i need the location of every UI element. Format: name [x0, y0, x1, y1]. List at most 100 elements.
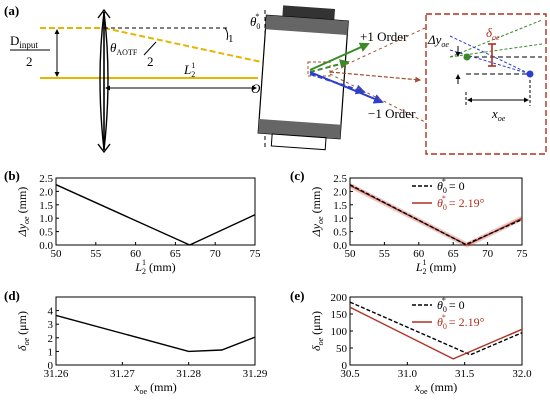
x-axis-label: L21 (mm)	[134, 258, 175, 276]
series-glow	[348, 183, 524, 248]
y-tick-label: 1.5	[39, 200, 53, 212]
y-axis-label: Δyoe (mm)	[309, 187, 325, 238]
y-tick-label: 200	[331, 292, 348, 304]
y-tick-label: 1.0	[39, 213, 53, 225]
x-tick-label: 50	[345, 248, 357, 260]
y-axis-label: δoe (μm)	[15, 311, 31, 351]
minus-order-label: −1 Order	[368, 106, 416, 121]
panel-c-chart: (c) 50 55 60 65 70 75 0.00.5 1.01.5 2.02.5 L21 (m…	[290, 168, 528, 276]
y-tick-label: 2.5	[333, 173, 347, 185]
plot-frame	[349, 177, 523, 246]
panel-a-diagram: (a) Dinput 2 θAOTF 2 1 L21	[4, 3, 547, 155]
crystal-top-electrode	[265, 15, 349, 35]
x-tick-label: 32.0	[512, 368, 532, 380]
plot-frame	[349, 296, 523, 366]
x-tick-label: 31.29	[243, 368, 268, 380]
inset-frame	[425, 13, 547, 155]
series-line-1	[349, 301, 523, 356]
inset-green-line-2	[449, 43, 543, 58]
theta-arc	[224, 27, 229, 41]
x-axis-label: xoe (mm)	[414, 380, 458, 396]
y-tick-label: 1.5	[333, 200, 347, 212]
series-line-2	[349, 306, 523, 360]
theta-aotf-denominator: 2	[147, 54, 154, 69]
lens-bottom-tip	[97, 143, 111, 154]
x-tick-label: 55	[379, 248, 391, 260]
panel-label-d: (d)	[4, 288, 20, 303]
y-tick-label: 0	[48, 360, 54, 372]
y-axis-label: δoe (μm)	[309, 311, 325, 351]
y-tick-label: 0	[342, 360, 348, 372]
x-tick-label: 65	[448, 248, 460, 260]
zero-order-ray	[329, 71, 422, 83]
d-input-label: Dinput	[10, 33, 38, 50]
crystal-bottom-cap	[270, 133, 327, 151]
plot-frame	[55, 296, 256, 366]
x-axis-label: xoe (mm)	[133, 380, 177, 396]
x-tick-label: 70	[482, 248, 494, 260]
theta-aotf-slash	[143, 41, 157, 56]
y-tick-label: 0.5	[39, 227, 53, 239]
inset-x-label: xoe	[491, 106, 506, 123]
y-tick-label: 2.5	[39, 173, 53, 185]
legend-entry: θ0* = 0	[437, 296, 465, 314]
legend-entry: θ0* = 2.19°	[437, 313, 485, 331]
plus-order-label: +1 Order	[360, 29, 408, 44]
y-tick-label: 100	[331, 326, 348, 338]
x-tick-label: 75	[250, 248, 262, 260]
x-tick-label: 31.28	[176, 368, 201, 380]
inset-delta-label: δoe	[486, 25, 500, 42]
inset-blue-dot	[526, 70, 534, 78]
y-tick-label: 2	[48, 333, 54, 345]
panel-d-chart: (d) 31.26 31.27 31.28 31.29 0 12 34 xoe (mm) δoe…	[4, 288, 268, 396]
panel-label-a: (a)	[4, 3, 19, 18]
y-tick-label: 1.0	[333, 213, 347, 225]
aotf-crystal	[257, 5, 349, 151]
series-line-1	[349, 184, 523, 246]
minus-order-ray-dashed	[309, 73, 366, 95]
y-tick-label: 2.0	[39, 186, 53, 198]
x-tick-label: 65	[170, 248, 182, 260]
x-tick-label: 75	[517, 248, 529, 260]
theta-aotf-label: θAOTF	[110, 40, 138, 57]
plus-order-ray	[309, 42, 370, 71]
plot-frame	[55, 177, 256, 246]
y-tick-label: 1	[48, 346, 54, 358]
l2-label: L21	[183, 61, 195, 79]
d-input-denominator: 2	[26, 54, 33, 69]
x-tick-label: 31.26	[44, 368, 69, 380]
series-line-1	[55, 314, 256, 353]
lens-top-tip	[97, 8, 111, 19]
x-tick-label: 31.27	[110, 368, 135, 380]
series-line-1	[55, 184, 256, 246]
legend-entry: θ0* = 2.19°	[437, 194, 485, 212]
panel-label-b: (b)	[4, 168, 20, 183]
x-tick-label: 60	[413, 248, 425, 260]
y-axis-label: Δyoe (mm)	[15, 187, 31, 238]
origin-label: O	[251, 81, 261, 96]
legend-entry: θ0* = 0	[437, 177, 465, 195]
panel-label-c: (c)	[290, 168, 304, 183]
inset-green-line-1	[449, 19, 543, 58]
theta-arc-one: 1	[228, 33, 234, 45]
x-axis-label: L21 (mm)	[415, 258, 456, 276]
crystal-bottom-electrode	[258, 119, 341, 139]
panel-e-chart: (e) 30.5 31.0 31.5 32.0 0 50 100 150 200 xoe (mm)…	[290, 288, 532, 396]
y-tick-label: 0.5	[333, 227, 347, 239]
x-tick-label: 60	[130, 248, 142, 260]
inset-blue-line-1	[449, 49, 531, 75]
panel-label-e: (e)	[290, 288, 304, 303]
y-tick-label: 3	[48, 319, 54, 331]
y-tick-label: 50	[336, 343, 348, 355]
x-tick-label: 31.0	[398, 368, 418, 380]
plus-order-ray-dashed	[309, 59, 350, 73]
inset-dy-label: Δyoe	[427, 32, 449, 49]
y-tick-label: 0.0	[39, 240, 53, 252]
x-tick-label: 55	[90, 248, 102, 260]
theta0-label: θ0*	[250, 12, 260, 31]
series-line-2	[349, 184, 523, 246]
inset-green-dot	[463, 53, 471, 61]
x-tick-label: 30.5	[340, 368, 360, 380]
y-tick-label: 4	[48, 306, 54, 318]
